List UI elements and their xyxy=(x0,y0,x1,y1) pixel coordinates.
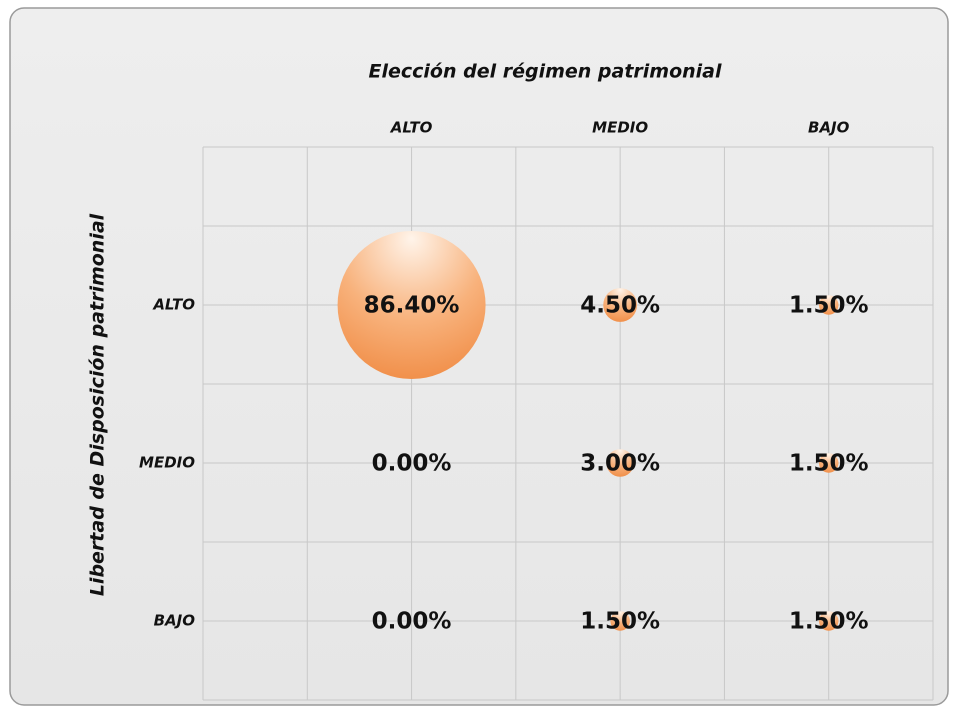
data-label: 1.50% xyxy=(789,293,869,319)
y-category-label: BAJO xyxy=(154,612,196,630)
chart-frame xyxy=(9,7,949,706)
x-category-label: BAJO xyxy=(808,119,850,137)
chart-title: Elección del régimen patrimonial xyxy=(368,61,722,83)
y-category-label: ALTO xyxy=(152,296,195,314)
bubble xyxy=(818,295,839,315)
data-label: 1.50% xyxy=(580,609,660,635)
bubble xyxy=(818,611,839,631)
data-label: 86.40% xyxy=(364,293,460,319)
y-category-label: MEDIO xyxy=(139,454,195,472)
y-axis-label: Libertad de Disposición patrimonial xyxy=(87,213,109,596)
bubble xyxy=(337,231,486,379)
data-label: 1.50% xyxy=(789,451,869,477)
data-label: 3.00% xyxy=(580,451,660,477)
data-label: 0.00% xyxy=(372,609,452,635)
bubble xyxy=(606,449,634,477)
data-label: 4.50% xyxy=(580,293,660,319)
bubble xyxy=(818,453,839,473)
x-category-label: MEDIO xyxy=(592,119,648,137)
data-label: 0.00% xyxy=(372,451,452,477)
data-label: 1.50% xyxy=(789,609,869,635)
bubble xyxy=(610,611,630,631)
x-category-label: ALTO xyxy=(390,119,433,137)
bubble xyxy=(603,288,638,322)
